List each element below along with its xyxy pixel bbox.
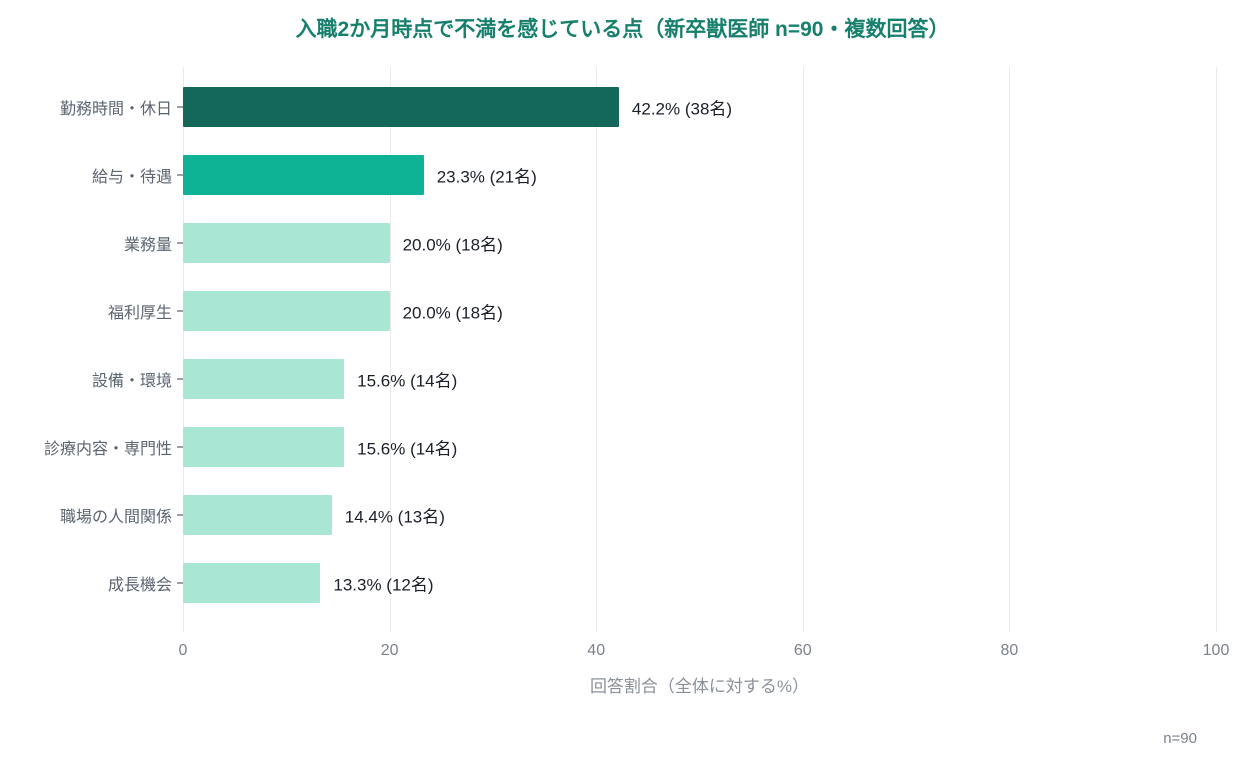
y-tick xyxy=(177,174,183,176)
bar-row: 福利厚生 20.0% (18名) xyxy=(0,277,1245,345)
bar xyxy=(183,155,424,195)
bar-track: 20.0% (18名) xyxy=(183,209,1216,277)
gridline xyxy=(802,67,804,632)
bar-track: 20.0% (18名) xyxy=(183,277,1216,345)
category-label: 成長機会 xyxy=(107,577,172,594)
bar-track: 15.6% (14名) xyxy=(183,345,1216,413)
value-label: 20.0% (18名) xyxy=(402,303,503,323)
bar-row: 勤務時間・休日 42.2% (38名) xyxy=(0,73,1245,141)
gridline-layer xyxy=(183,67,1217,632)
gridline xyxy=(596,67,598,632)
bar xyxy=(183,223,390,263)
bar-track: 42.2% (38名) xyxy=(183,73,1216,141)
bar-track: 13.3% (12名) xyxy=(183,549,1216,617)
x-tick-label: 80 xyxy=(1000,642,1019,659)
x-tick-label: 40 xyxy=(587,642,606,659)
category-label: 職場の人間関係 xyxy=(59,509,172,526)
sample-size-note: n=90 xyxy=(1163,730,1197,747)
bar-row: 成長機会 13.3% (12名) xyxy=(0,549,1245,617)
category-label: 診療内容・専門性 xyxy=(43,441,172,458)
y-tick xyxy=(177,242,183,244)
bar xyxy=(183,291,390,331)
category-label: 業務量 xyxy=(123,237,172,254)
bar-row: 業務量 20.0% (18名) xyxy=(0,209,1245,277)
y-tick xyxy=(177,582,183,584)
gridline xyxy=(389,67,391,632)
bar-track: 23.3% (21名) xyxy=(183,141,1216,209)
value-label: 23.3% (21名) xyxy=(436,167,537,187)
chart-title: 入職2か月時点で不満を感じている点（新卒獣医師 n=90・複数回答） xyxy=(295,18,950,41)
bar xyxy=(183,427,345,467)
bar-row: 職場の人間関係 14.4% (13名) xyxy=(0,481,1245,549)
gridline xyxy=(1216,67,1217,632)
x-tick-label: 100 xyxy=(1202,642,1230,659)
y-tick xyxy=(177,378,183,380)
bar-track: 14.4% (13名) xyxy=(183,481,1216,549)
chart-page: 入職2か月時点で不満を感じている点（新卒獣医師 n=90・複数回答） 勤務時間・… xyxy=(0,18,1245,747)
bar-rows: 勤務時間・休日 42.2% (38名) 給与・待遇 23.3% (21名) 業務量 20.… xyxy=(0,67,1245,617)
bar-chart: 勤務時間・休日 42.2% (38名) 給与・待遇 23.3% (21名) 業務量 20.… xyxy=(0,67,1245,632)
value-label: 15.6% (14名) xyxy=(357,439,458,459)
gridline xyxy=(183,67,184,632)
y-tick xyxy=(177,514,183,516)
bar-row: 診療内容・専門性 15.6% (14名) xyxy=(0,413,1245,481)
bar-track: 15.6% (14名) xyxy=(183,413,1216,481)
category-label: 設備・環境 xyxy=(91,373,172,390)
x-tick-label: 20 xyxy=(380,642,399,659)
bar xyxy=(183,359,345,399)
value-label: 15.6% (14名) xyxy=(357,371,458,391)
x-tick-label: 60 xyxy=(793,642,812,659)
bar xyxy=(183,495,332,535)
bar-row: 給与・待遇 23.3% (21名) xyxy=(0,141,1245,209)
x-tick-label: 0 xyxy=(178,642,188,659)
value-label: 14.4% (13名) xyxy=(344,507,445,527)
value-label: 42.2% (38名) xyxy=(631,99,733,119)
bar xyxy=(183,563,321,603)
value-label: 13.3% (12名) xyxy=(333,575,434,595)
bar-row: 設備・環境 15.6% (14名) xyxy=(0,345,1245,413)
category-label: 福利厚生 xyxy=(107,305,172,322)
bar xyxy=(183,87,619,127)
x-axis: 0 20 40 60 80 100 xyxy=(179,640,1230,662)
category-label: 給与・待遇 xyxy=(91,169,172,186)
y-tick xyxy=(177,106,183,108)
x-axis-label: 回答割合（全体に対する%） xyxy=(589,677,810,696)
value-label: 20.0% (18名) xyxy=(402,235,503,255)
y-tick xyxy=(177,446,183,448)
gridline xyxy=(1009,67,1011,632)
category-label: 勤務時間・休日 xyxy=(59,101,172,118)
y-tick xyxy=(177,310,183,312)
